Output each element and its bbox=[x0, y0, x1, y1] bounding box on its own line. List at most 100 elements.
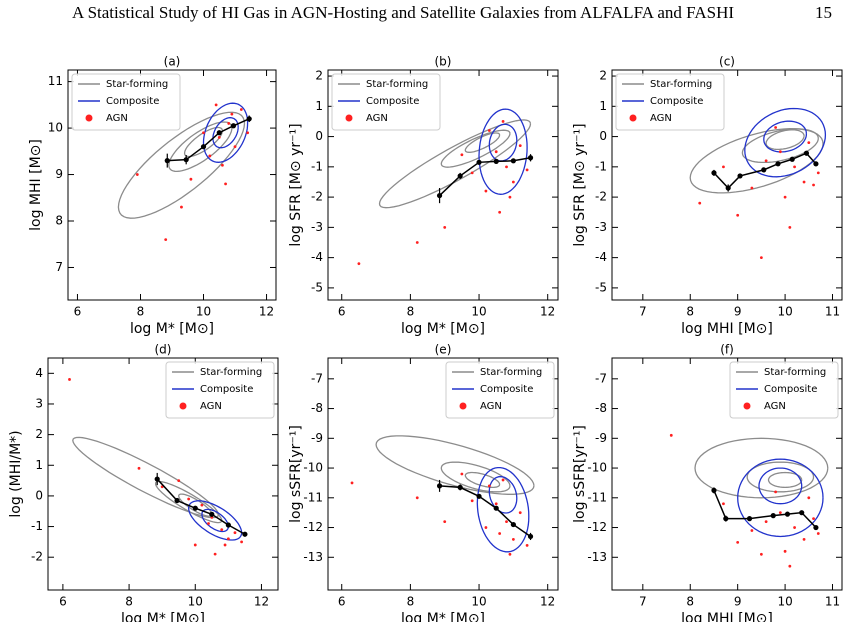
contour bbox=[488, 123, 518, 162]
median-line bbox=[156, 478, 246, 535]
contour bbox=[476, 466, 530, 553]
x-tick-label: 10 bbox=[188, 595, 203, 609]
median-point bbox=[725, 185, 731, 191]
agn-point bbox=[180, 205, 183, 209]
agn-point bbox=[783, 549, 787, 553]
axes-frame bbox=[327, 357, 559, 591]
median-point bbox=[711, 170, 717, 176]
median-point bbox=[183, 157, 189, 163]
agn-point bbox=[518, 144, 522, 148]
agn-point bbox=[508, 195, 512, 199]
panel: (a) 6 8 10 12 7 8 9 10 11 log M* [M⊙] log MHI [M⊙] S… bbox=[28, 55, 277, 337]
median-point bbox=[246, 116, 252, 122]
y-axis-label: log (MHI/M*) bbox=[8, 430, 24, 517]
x-tick-label: 9 bbox=[734, 305, 742, 319]
contour bbox=[201, 508, 230, 533]
agn-point bbox=[764, 520, 768, 523]
legend-marker bbox=[85, 114, 93, 122]
contour bbox=[168, 121, 233, 173]
x-tick-label: 10 bbox=[196, 305, 211, 319]
y-tick-label: -5 bbox=[595, 280, 607, 294]
median-point bbox=[510, 158, 516, 164]
panel: (e) 6 8 10 12 -13 -12 -11 -10 -9 -8 -7 log M* [M⊙] lo… bbox=[288, 343, 559, 626]
median-point bbox=[436, 483, 443, 489]
agn-point bbox=[774, 490, 778, 494]
contour bbox=[741, 128, 819, 164]
y-tick-label: 1 bbox=[35, 458, 43, 472]
y-tick-label: 4 bbox=[35, 366, 43, 380]
y-axis-label: log sSFR[yr⁻¹] bbox=[288, 425, 304, 523]
contour bbox=[767, 471, 803, 489]
contour bbox=[202, 102, 249, 163]
median-point bbox=[493, 158, 499, 164]
agn-point bbox=[246, 131, 250, 135]
agn-point bbox=[220, 528, 224, 532]
agn-point bbox=[783, 195, 787, 199]
agn-point bbox=[759, 256, 763, 260]
legend-label: AGN bbox=[650, 113, 672, 124]
y-axis-label: log sSFR[yr⁻¹] bbox=[572, 425, 588, 523]
legend-label: AGN bbox=[480, 401, 502, 412]
x-tick-label: 10 bbox=[777, 305, 792, 319]
x-tick-label: 12 bbox=[254, 595, 269, 609]
panel-title: (f) bbox=[720, 343, 734, 357]
median-point bbox=[457, 173, 463, 179]
y-tick-label: -13 bbox=[587, 550, 607, 564]
x-tick-label: 8 bbox=[125, 595, 133, 609]
contour bbox=[765, 129, 805, 151]
x-axis-label: log M* [M⊙] bbox=[401, 611, 485, 622]
legend-label: Star-forming bbox=[480, 367, 542, 378]
agn-point bbox=[487, 484, 491, 488]
legend-label: Star-forming bbox=[200, 367, 262, 378]
plot-area bbox=[669, 433, 829, 568]
agn-point bbox=[525, 168, 529, 172]
legend-label: Star-forming bbox=[366, 79, 428, 90]
median-point bbox=[200, 144, 207, 150]
legend-label: AGN bbox=[200, 401, 222, 412]
y-tick-label: -2 bbox=[31, 550, 43, 564]
median-point bbox=[813, 524, 819, 531]
agn-point bbox=[443, 225, 447, 229]
agn-point bbox=[189, 177, 193, 181]
median-line bbox=[439, 485, 531, 538]
legend-label: Composite bbox=[106, 96, 159, 107]
y-tick-label: 2 bbox=[315, 69, 323, 83]
x-tick-label: 6 bbox=[338, 305, 346, 319]
contour bbox=[178, 493, 213, 517]
axes-frame bbox=[611, 357, 843, 591]
agn-point bbox=[213, 552, 217, 556]
agn-point bbox=[221, 163, 224, 167]
y-tick-label: -4 bbox=[595, 250, 607, 264]
agn-point bbox=[233, 531, 237, 535]
legend-label: AGN bbox=[764, 401, 786, 412]
y-tick-label: 2 bbox=[35, 427, 43, 441]
contour bbox=[375, 435, 535, 495]
plot-area bbox=[68, 378, 248, 556]
agn-point bbox=[505, 520, 508, 523]
y-tick-label: -2 bbox=[311, 190, 323, 204]
contour bbox=[440, 461, 511, 493]
agn-point bbox=[498, 532, 502, 535]
agn-point bbox=[816, 171, 820, 175]
y-tick-label: -10 bbox=[303, 461, 323, 475]
agn-point bbox=[217, 135, 221, 139]
x-tick-label: 12 bbox=[259, 305, 274, 319]
x-tick-label: 7 bbox=[639, 305, 647, 319]
median-point bbox=[746, 516, 753, 522]
agn-point bbox=[487, 129, 491, 132]
agn-point bbox=[802, 180, 806, 184]
agn-point bbox=[505, 165, 508, 169]
agn-point bbox=[415, 241, 419, 244]
median-line bbox=[439, 157, 531, 197]
median-point bbox=[723, 516, 729, 522]
agn-point bbox=[736, 541, 740, 544]
y-tick-label: -7 bbox=[311, 371, 323, 385]
contour bbox=[183, 126, 224, 158]
agn-point bbox=[135, 173, 139, 176]
agn-point bbox=[443, 520, 447, 523]
agn-point bbox=[750, 529, 754, 532]
y-tick-label: -9 bbox=[595, 431, 607, 445]
agn-point bbox=[224, 182, 227, 186]
